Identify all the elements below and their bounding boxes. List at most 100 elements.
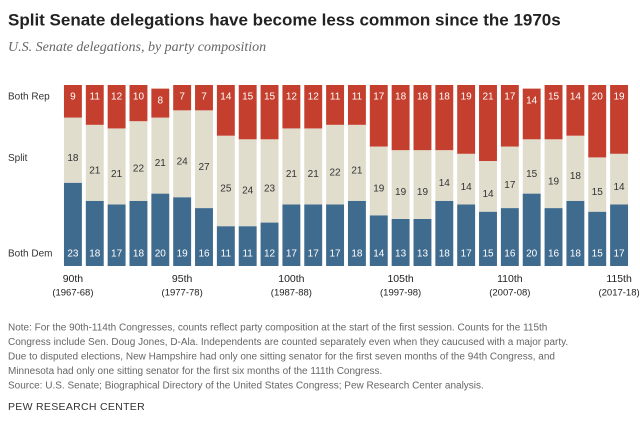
bar-segment: [566, 85, 585, 136]
value-label: 19: [373, 184, 385, 195]
chart-subtitle: U.S. Senate delegations, by party compos…: [8, 40, 266, 55]
value-label: 23: [67, 249, 79, 260]
footer: PEW RESEARCH CENTER: [8, 401, 145, 413]
bar-segment: [107, 128, 126, 205]
value-label: 21: [111, 169, 123, 180]
bar-segment: [347, 85, 366, 125]
value-label: 17: [373, 92, 385, 103]
value-label: 11: [352, 92, 363, 103]
bar-segment: [216, 135, 235, 227]
bar-segment: [369, 215, 388, 266]
value-label: 24: [242, 185, 254, 196]
value-label: 16: [548, 249, 560, 260]
value-label: 18: [570, 249, 582, 260]
bar-segment: [457, 153, 476, 205]
bar-segment: [347, 124, 366, 201]
bar-segment: [216, 85, 235, 136]
value-label: 11: [242, 249, 253, 260]
x-tick-label: 115th: [606, 273, 632, 285]
value-label: 19: [548, 176, 560, 187]
bar-segment: [457, 204, 476, 266]
bar-segment: [326, 204, 345, 266]
value-label: 17: [111, 249, 123, 260]
bar-segment: [85, 85, 104, 125]
bar-segment: [195, 85, 213, 111]
value-label: 15: [264, 92, 276, 103]
bar-segment: [457, 85, 476, 154]
value-label: 18: [89, 249, 101, 260]
value-label: 21: [286, 169, 298, 180]
bar-segment: [522, 88, 541, 140]
note: Source: U.S. Senate; Biographical Direct…: [8, 381, 484, 392]
note: Minnesota had only one sitting senator f…: [8, 366, 382, 377]
value-label: 19: [177, 249, 189, 260]
value-label: 8: [158, 95, 164, 106]
bar-segment: [566, 135, 585, 201]
bar-segment: [151, 193, 170, 266]
value-label: 25: [220, 184, 232, 195]
value-label: 19: [614, 92, 626, 103]
x-tick-sublabel: (1987-88): [271, 288, 312, 299]
bar-segment: [151, 117, 170, 194]
value-label: 15: [482, 249, 494, 260]
value-label: 18: [133, 249, 145, 260]
value-label: 13: [417, 249, 429, 260]
value-label: 14: [439, 178, 451, 189]
value-label: 7: [201, 92, 207, 103]
value-label: 13: [395, 249, 407, 260]
bar-segment: [173, 110, 192, 198]
value-label: 14: [220, 92, 232, 103]
bar-segment: [85, 124, 104, 201]
value-label: 14: [373, 249, 385, 260]
value-label: 12: [264, 249, 276, 260]
value-label: 11: [221, 249, 232, 260]
value-label: 18: [439, 249, 451, 260]
bar-segment: [238, 85, 257, 140]
bar-segment: [522, 139, 541, 194]
bar-segment: [195, 110, 213, 209]
bar-segment: [413, 218, 432, 266]
value-label: 15: [592, 249, 604, 260]
bar-segment: [129, 85, 148, 122]
value-label: 18: [351, 249, 363, 260]
bar-segment: [610, 204, 629, 266]
value-label: 24: [177, 156, 189, 167]
bar-segment: [479, 85, 497, 162]
value-label: 22: [330, 167, 342, 178]
legend-label: Both Rep: [8, 92, 50, 103]
legend-label: Both Dem: [8, 249, 52, 260]
note: Note: For the 90th-114th Congresses, cou…: [8, 323, 547, 334]
bar-segment: [435, 150, 454, 201]
value-label: 21: [482, 92, 494, 103]
bar-segment: [479, 211, 497, 266]
value-label: 17: [330, 249, 342, 260]
value-label: 17: [308, 249, 320, 260]
x-tick-label: 110th: [497, 273, 523, 285]
value-label: 23: [264, 184, 276, 195]
bar-segment: [260, 222, 279, 266]
value-label: 18: [570, 171, 582, 182]
bar-segment: [63, 182, 82, 266]
x-tick-sublabel: (1977-78): [162, 288, 203, 299]
value-label: 12: [286, 92, 298, 103]
chart-title: Split Senate delegations have become les…: [8, 10, 561, 29]
value-label: 20: [155, 249, 167, 260]
bar-segment: [195, 208, 213, 266]
bar-segment: [566, 200, 585, 266]
bar-segment: [588, 211, 607, 266]
value-label: 15: [242, 92, 254, 103]
value-label: 21: [351, 165, 363, 176]
value-label: 15: [526, 169, 538, 180]
x-tick-label: 100th: [278, 273, 304, 285]
value-label: 16: [198, 249, 210, 260]
value-label: 7: [179, 92, 185, 103]
bar-segment: [391, 85, 410, 151]
bar-segment: [347, 200, 366, 266]
value-label: 11: [90, 92, 101, 103]
bar-segment: [522, 193, 541, 266]
note: Congress include Sen. Doug Jones, D-Ala.…: [8, 337, 568, 348]
bar-segment: [500, 85, 519, 147]
bar-segment: [63, 117, 82, 183]
bar-segment: [173, 197, 192, 266]
value-label: 17: [461, 249, 473, 260]
